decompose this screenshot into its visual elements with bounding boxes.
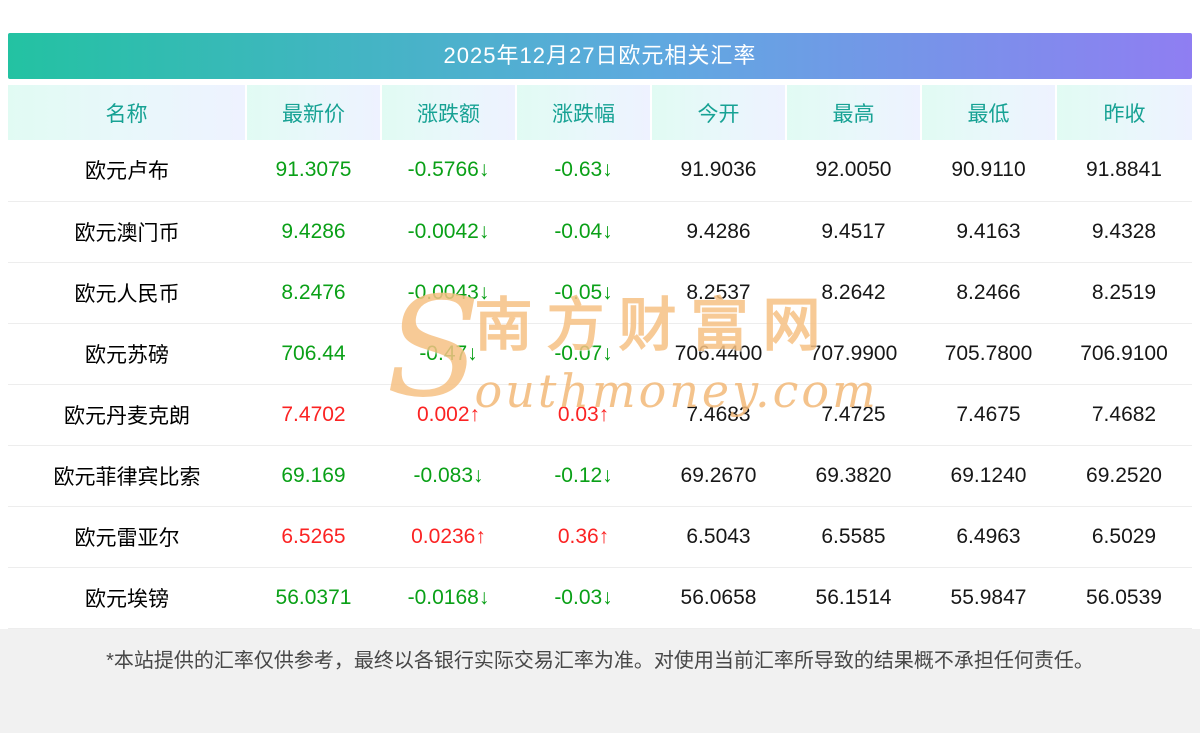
prev-close-price-cell: 706.9100 [1080,341,1168,365]
latest-price-cell: 9.4286 [281,219,346,243]
open-price-cell: 56.0658 [680,585,757,609]
change-amount-cell: -0.0043↓ [407,280,490,304]
low-price-cell: 8.2466 [956,280,1021,304]
low-price-cell: 7.4675 [956,402,1021,426]
low-price-cell: 69.1240 [950,463,1027,487]
low-price-cell: 705.7800 [944,341,1033,365]
latest-price-cell: 706.44 [281,341,346,365]
pair-name-cell: 欧元卢布 [85,160,169,184]
change-amount-cell: -0.5766↓ [407,158,490,182]
change-amount-cell: -0.0042↓ [407,219,490,243]
high-price-cell: 56.1514 [815,585,892,609]
column-header-change: 涨跌额 [380,85,516,140]
latest-price-cell: 69.169 [281,463,346,487]
change-percent-cell: 0.36↑ [557,524,610,548]
disclaimer-bar: *本站提供的汇率仅供参考，最终以各银行实际交易汇率为准。对使用当前汇率所导致的结… [0,628,1200,733]
change-percent-cell: -0.12↓ [554,463,613,487]
column-header-change-pct: 涨跌幅 [515,85,651,140]
table-row: 欧元人民币 8.2476 -0.0043↓ -0.05↓ 8.2537 8.26… [8,262,1192,323]
low-price-cell: 55.9847 [950,585,1027,609]
table-row: 欧元丹麦克朗 7.4702 0.002↑ 0.03↑ 7.4683 7.4725… [8,384,1192,445]
low-price-cell: 90.9110 [951,158,1026,182]
table-row: 欧元卢布 91.3075 -0.5766↓ -0.63↓ 91.9036 92.… [8,140,1192,201]
rates-table-container: 名称 最新价 涨跌额 涨跌幅 今开 最高 最低 昨收 欧元卢布 91.3075 … [8,85,1192,629]
change-amount-cell: -0.47↓ [419,341,478,365]
change-percent-cell: -0.04↓ [554,219,613,243]
high-price-cell: 9.4517 [821,219,886,243]
column-header-low: 最低 [920,85,1056,140]
open-price-cell: 69.2670 [680,463,757,487]
open-price-cell: 9.4286 [686,219,751,243]
change-percent-cell: 0.03↑ [557,402,610,426]
prev-close-price-cell: 6.5029 [1091,524,1157,548]
table-row: 欧元苏磅 706.44 -0.47↓ -0.07↓ 706.4400 707.9… [8,323,1192,384]
prev-close-price-cell: 69.2520 [1086,463,1162,487]
latest-price-cell: 6.5265 [281,524,346,548]
high-price-cell: 7.4725 [821,402,886,426]
change-amount-cell: 0.002↑ [416,402,481,426]
high-price-cell: 69.3820 [815,463,892,487]
pair-name-cell: 欧元澳门币 [74,221,180,245]
column-header-name: 名称 [8,85,246,140]
low-price-cell: 9.4163 [956,219,1021,243]
open-price-cell: 6.5043 [686,524,751,548]
latest-price-cell: 8.2476 [281,280,346,304]
low-price-cell: 6.4963 [956,524,1021,548]
change-amount-cell: -0.0168↓ [407,585,490,609]
table-row: 欧元雷亚尔 6.5265 0.0236↑ 0.36↑ 6.5043 6.5585… [8,506,1192,567]
open-price-cell: 8.2537 [686,280,751,304]
open-price-cell: 91.9036 [680,158,757,182]
high-price-cell: 92.0050 [815,158,892,182]
column-header-high: 最高 [785,85,921,140]
pair-name-cell: 欧元人民币 [74,282,180,306]
high-price-cell: 6.5585 [821,524,886,548]
exchange-rate-page: 2025年12月27日欧元相关汇率 名称 最新价 涨跌额 涨跌幅 今开 最高 最… [8,33,1192,629]
pair-name-cell: 欧元苏磅 [85,343,169,367]
change-percent-cell: -0.05↓ [554,280,613,304]
pair-name-cell: 欧元菲律宾比索 [53,465,201,489]
table-row: 欧元菲律宾比索 69.169 -0.083↓ -0.12↓ 69.2670 69… [8,445,1192,506]
table-body: 欧元卢布 91.3075 -0.5766↓ -0.63↓ 91.9036 92.… [8,140,1192,628]
latest-price-cell: 7.4702 [281,402,346,426]
prev-close-price-cell: 9.4328 [1091,219,1157,243]
latest-price-cell: 91.3075 [275,158,352,182]
prev-close-price-cell: 8.2519 [1091,280,1157,304]
table-row: 欧元埃镑 56.0371 -0.0168↓ -0.03↓ 56.0658 56.… [8,567,1192,628]
prev-close-price-cell: 91.8841 [1086,158,1162,182]
change-amount-cell: 0.0236↑ [411,524,486,548]
change-percent-cell: -0.07↓ [554,341,613,365]
pair-name-cell: 欧元埃镑 [85,587,169,611]
high-price-cell: 8.2642 [821,280,886,304]
rates-table: 名称 最新价 涨跌额 涨跌幅 今开 最高 最低 昨收 欧元卢布 91.3075 … [8,85,1192,629]
latest-price-cell: 56.0371 [275,585,352,609]
column-header-open: 今开 [650,85,786,140]
open-price-cell: 706.4400 [674,341,763,365]
open-price-cell: 7.4683 [686,402,751,426]
column-header-latest: 最新价 [245,85,381,140]
page-title: 2025年12月27日欧元相关汇率 [8,33,1192,79]
prev-close-price-cell: 7.4682 [1091,402,1157,426]
table-header-row: 名称 最新价 涨跌额 涨跌幅 今开 最高 最低 昨收 [8,85,1192,140]
change-amount-cell: -0.083↓ [413,463,484,487]
prev-close-price-cell: 56.0539 [1086,585,1162,609]
pair-name-cell: 欧元丹麦克朗 [64,404,190,428]
high-price-cell: 707.9900 [809,341,898,365]
column-header-prev-close: 昨收 [1055,85,1192,140]
pair-name-cell: 欧元雷亚尔 [74,526,180,550]
disclaimer-text: *本站提供的汇率仅供参考，最终以各银行实际交易汇率为准。对使用当前汇率所导致的结… [106,649,1094,672]
table-row: 欧元澳门币 9.4286 -0.0042↓ -0.04↓ 9.4286 9.45… [8,201,1192,262]
change-percent-cell: -0.63↓ [554,158,613,182]
change-percent-cell: -0.03↓ [554,585,613,609]
